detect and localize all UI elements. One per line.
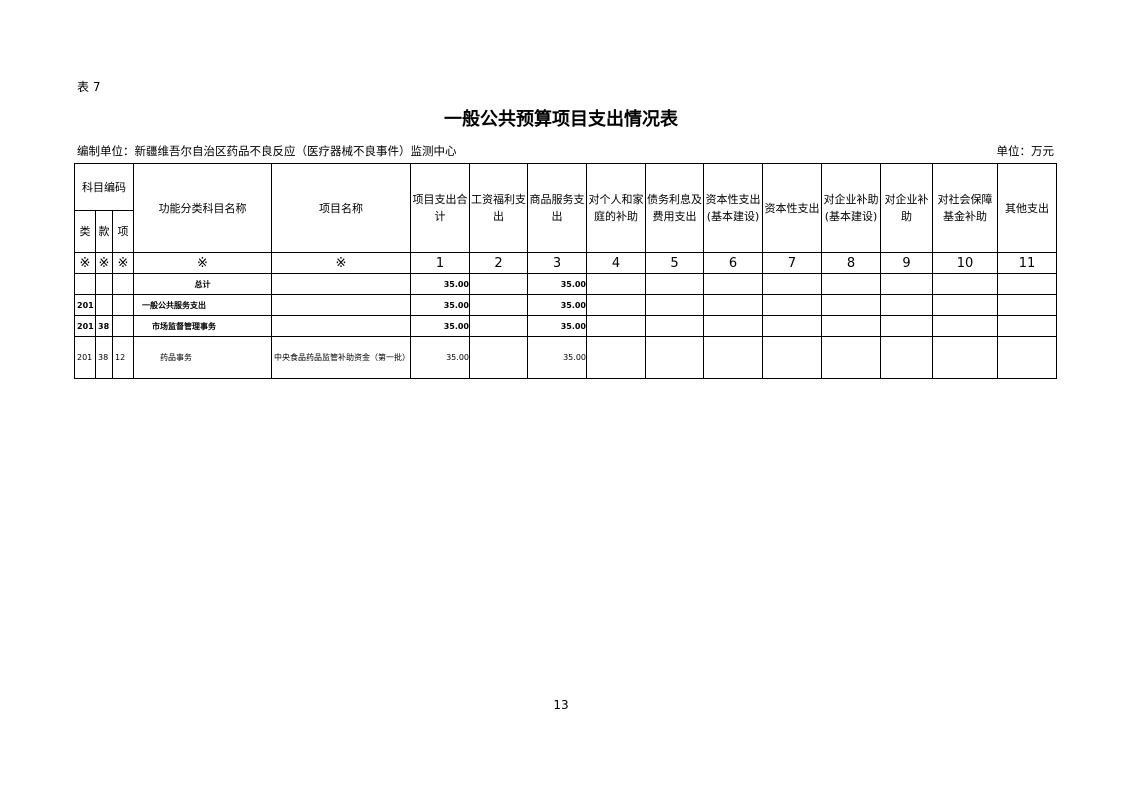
index-num: 8 (821, 252, 881, 274)
index-num: 6 (703, 252, 763, 274)
cell-kuan: 38 (95, 336, 113, 379)
index-num: 11 (997, 252, 1057, 274)
header-col-2: 工资福利支出 (469, 163, 528, 253)
cell-kuan: 38 (95, 315, 113, 337)
cell-project (271, 294, 411, 316)
expenditure-table: 科目编码 功能分类科目名称 项目名称 项目支出合计 工资福利支出 商品服务支出 … (74, 163, 1057, 379)
cell-goods: 35.00 (527, 294, 587, 316)
header-col-9: 对企业补助 (880, 163, 933, 253)
cell-lei (74, 273, 96, 295)
cell-kuan (95, 273, 113, 295)
header-project-name: 项目名称 (271, 163, 411, 253)
index-num: 1 (410, 252, 470, 274)
header-col-5: 债务利息及费用支出 (645, 163, 704, 253)
table-label: 表 7 (77, 80, 101, 94)
header-xiang: 项 (112, 210, 134, 253)
index-mark: ※ (271, 252, 411, 274)
index-mark: ※ (95, 252, 113, 274)
table-row: 总计 35.00 35.00 (74, 273, 1057, 295)
header-col-3: 商品服务支出 (527, 163, 587, 253)
cell-xiang: 12 (112, 336, 134, 379)
cell-total: 35.00 (410, 336, 470, 379)
page-number: 13 (553, 698, 569, 712)
index-num: 7 (762, 252, 822, 274)
compiling-unit: 编制单位：新疆维吾尔自治区药品不良反应（医疗器械不良事件）监测中心 (77, 144, 457, 158)
index-num: 5 (645, 252, 704, 274)
cell-project (271, 315, 411, 337)
cell-xiang (112, 294, 134, 316)
table-row: 201 38 市场监督管理事务 35.00 35.00 (74, 315, 1057, 337)
header-col-10: 对社会保障基金补助 (932, 163, 998, 253)
currency-unit: 单位：万元 (996, 144, 1055, 158)
index-num: 2 (469, 252, 528, 274)
cell-goods: 35.00 (527, 336, 587, 379)
table-row: 201 38 12 药品事务 中央食品药品监管补助资金（第一批） 35.00 3… (74, 336, 1057, 379)
cell-func-name: 药品事务 (133, 336, 272, 379)
header-col-1: 项目支出合计 (410, 163, 470, 253)
index-num: 3 (527, 252, 587, 274)
index-mark: ※ (74, 252, 96, 274)
index-num: 4 (586, 252, 646, 274)
cell-total: 35.00 (410, 294, 470, 316)
table-row: 201 一般公共服务支出 35.00 35.00 (74, 294, 1057, 316)
header-code-group: 科目编码 (74, 163, 134, 211)
index-num: 9 (880, 252, 933, 274)
header-func-name: 功能分类科目名称 (133, 163, 272, 253)
cell-lei: 201 (74, 336, 96, 379)
page-title: 一般公共预算项目支出情况表 (444, 109, 678, 130)
index-mark: ※ (133, 252, 272, 274)
header-col-8: 对企业补助(基本建设) (821, 163, 881, 253)
cell-func-name: 一般公共服务支出 (133, 294, 272, 316)
header-kuan: 款 (95, 210, 113, 253)
cell-total: 35.00 (410, 315, 470, 337)
header-col-6: 资本性支出(基本建设) (703, 163, 763, 253)
index-mark: ※ (112, 252, 134, 274)
cell-xiang (112, 315, 134, 337)
header-col-4: 对个人和家庭的补助 (586, 163, 646, 253)
cell-lei: 201 (74, 294, 96, 316)
cell-project: 中央食品药品监管补助资金（第一批） (271, 336, 411, 379)
cell-xiang (112, 273, 134, 295)
cell-goods: 35.00 (527, 315, 587, 337)
index-num: 10 (932, 252, 998, 274)
cell-lei: 201 (74, 315, 96, 337)
header-lei: 类 (74, 210, 96, 253)
cell-goods: 35.00 (527, 273, 587, 295)
cell-func-name: 市场监督管理事务 (133, 315, 272, 337)
cell-func-name: 总计 (133, 273, 272, 295)
cell-kuan (95, 294, 113, 316)
cell-project (271, 273, 411, 295)
header-col-11: 其他支出 (997, 163, 1057, 253)
header-col-7: 资本性支出 (762, 163, 822, 253)
cell-total: 35.00 (410, 273, 470, 295)
